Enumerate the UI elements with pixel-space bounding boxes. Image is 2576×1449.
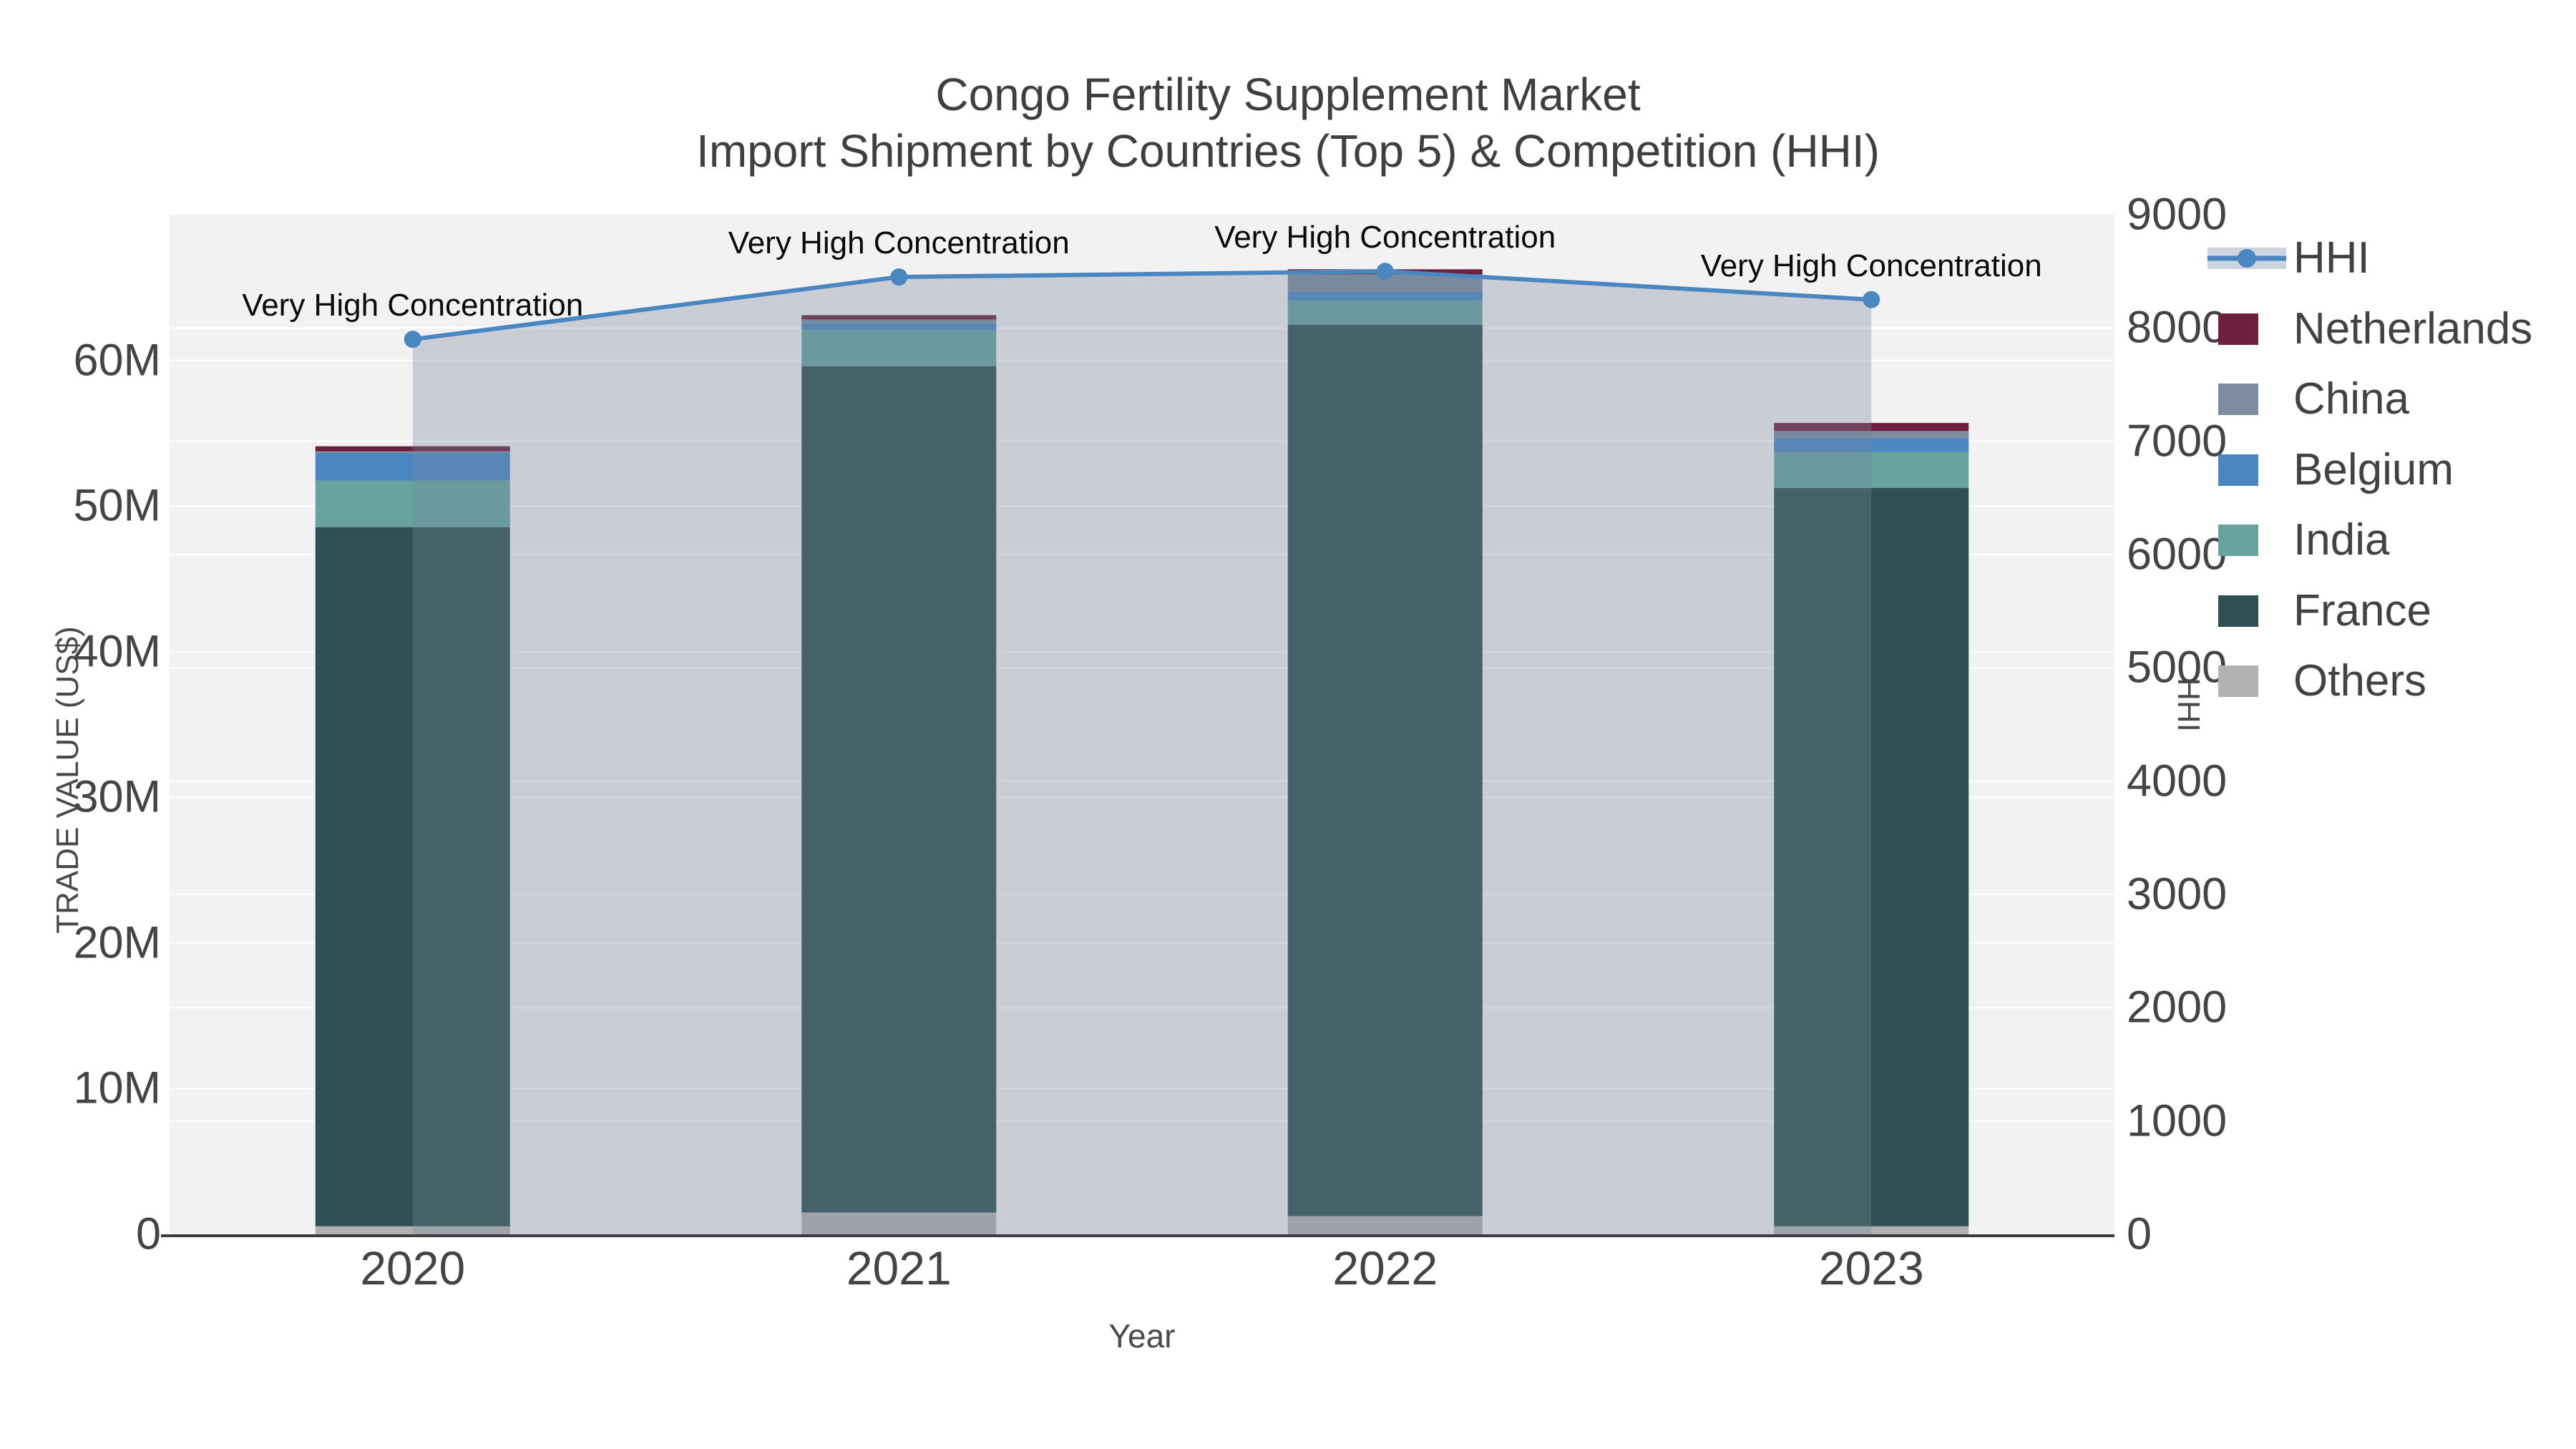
x-axis-title: Year bbox=[1108, 1317, 1176, 1355]
bar-segment-others-2022[interactable] bbox=[1287, 1216, 1483, 1234]
bar-segment-belgium-2023[interactable] bbox=[1774, 438, 1969, 452]
hhi-marker-2023[interactable] bbox=[1863, 291, 1880, 308]
annotation-label: Very High Concentration bbox=[728, 225, 1070, 261]
legend-item-belgium[interactable]: Belgium bbox=[2207, 435, 2454, 505]
bar-segment-france-2021[interactable] bbox=[801, 366, 997, 1213]
y-left-tick-label: 40M bbox=[73, 626, 161, 677]
legend-swatch-icon bbox=[2207, 646, 2293, 716]
bar-segment-others-2020[interactable] bbox=[315, 1226, 510, 1234]
legend-item-india[interactable]: India bbox=[2207, 505, 2389, 575]
color-swatch-icon bbox=[2218, 454, 2258, 486]
hhi-marker-2021[interactable] bbox=[890, 268, 908, 286]
legend-item-netherlands[interactable]: Netherlands bbox=[2207, 294, 2532, 364]
y-left-tick-label: 10M bbox=[73, 1063, 161, 1113]
annotation-label: Very High Concentration bbox=[1700, 248, 2042, 283]
hhi-line bbox=[412, 269, 1872, 342]
legend-label: France bbox=[2293, 585, 2431, 635]
bar-segment-india-2021[interactable] bbox=[801, 329, 997, 366]
color-swatch-icon bbox=[2218, 384, 2258, 415]
y-right-tick-label: 1000 bbox=[2127, 1096, 2228, 1146]
y-right-tick-label: 6000 bbox=[2127, 529, 2228, 580]
y-right-tick-label: 7000 bbox=[2127, 416, 2228, 467]
y-left-tick-label: 60M bbox=[73, 335, 161, 386]
hhi-area-fill bbox=[412, 271, 1872, 1235]
y-right-tick-label: 5000 bbox=[2127, 642, 2228, 693]
bar-segment-belgium-2021[interactable] bbox=[801, 323, 997, 330]
y-left-tick-label: 50M bbox=[73, 480, 161, 531]
y-right-tick-label: 4000 bbox=[2127, 756, 2228, 806]
y-right-tick-label: 2000 bbox=[2127, 982, 2228, 1033]
x-tick-label: 2021 bbox=[846, 1241, 952, 1294]
legend-swatch-icon bbox=[2207, 364, 2293, 434]
y-right-tick-label: 3000 bbox=[2127, 869, 2228, 919]
bar-segment-china-2023[interactable] bbox=[1774, 431, 1969, 439]
hhi-marker-2022[interactable] bbox=[1376, 263, 1394, 280]
color-swatch-icon bbox=[2218, 665, 2258, 697]
legend-item-others[interactable]: Others bbox=[2207, 646, 2426, 716]
chart-title: Congo Fertility Supplement Market bbox=[935, 69, 1641, 120]
legend-swatch-icon bbox=[2207, 576, 2293, 646]
color-swatch-icon bbox=[2218, 595, 2258, 627]
x-tick-label: 2023 bbox=[1818, 1241, 1924, 1294]
bar-segment-india-2020[interactable] bbox=[315, 480, 510, 527]
legend-label: India bbox=[2293, 515, 2390, 565]
annotation-label: Very High Concentration bbox=[1214, 220, 1556, 255]
annotation-label: Very High Concentration bbox=[242, 288, 584, 323]
y-left-tick-label: 0 bbox=[135, 1209, 161, 1259]
bar-segment-netherlands-2021[interactable] bbox=[801, 315, 997, 320]
bar-segment-france-2023[interactable] bbox=[1774, 487, 1969, 1226]
legend-item-hhi[interactable]: HHI bbox=[2207, 223, 2370, 293]
y-right-tick-label: 9000 bbox=[2127, 189, 2228, 240]
y-right-tick-label: 0 bbox=[2127, 1209, 2152, 1259]
bar-segment-belgium-2020[interactable] bbox=[315, 452, 510, 481]
hhi-line-sample-icon bbox=[2207, 223, 2293, 293]
y-left-tick-label: 30M bbox=[73, 771, 161, 822]
y-left-tick-label: 20M bbox=[73, 917, 161, 968]
bar-segment-france-2022[interactable] bbox=[1287, 324, 1483, 1216]
legend-label: Belgium bbox=[2293, 444, 2454, 494]
legend-swatch-icon bbox=[2207, 435, 2293, 505]
chart-subtitle: Import Shipment by Countries (Top 5) & C… bbox=[696, 125, 1880, 177]
x-tick-label: 2020 bbox=[360, 1241, 466, 1294]
legend-item-france[interactable]: France bbox=[2207, 576, 2431, 646]
legend-label: China bbox=[2293, 374, 2409, 424]
color-swatch-icon bbox=[2218, 313, 2258, 345]
bar-segment-others-2021[interactable] bbox=[801, 1212, 997, 1234]
y-right-tick-label: 8000 bbox=[2127, 302, 2228, 353]
legend-swatch-icon bbox=[2207, 294, 2293, 364]
bar-segment-india-2023[interactable] bbox=[1774, 452, 1969, 488]
x-tick-label: 2022 bbox=[1332, 1241, 1438, 1294]
bar-segment-china-2021[interactable] bbox=[801, 319, 997, 323]
legend-label: Netherlands bbox=[2293, 303, 2533, 353]
legend-item-china[interactable]: China bbox=[2207, 364, 2409, 434]
hhi-marker-2020[interactable] bbox=[404, 331, 421, 348]
bar-segment-belgium-2022[interactable] bbox=[1287, 291, 1483, 301]
bar-segment-france-2020[interactable] bbox=[315, 527, 510, 1226]
color-swatch-icon bbox=[2218, 525, 2258, 556]
legend-swatch-icon bbox=[2207, 505, 2293, 575]
legend-label: Others bbox=[2293, 656, 2427, 706]
hhi-marker-icon bbox=[2238, 249, 2256, 268]
bar-segment-others-2023[interactable] bbox=[1774, 1226, 1969, 1234]
bar-segment-netherlands-2020[interactable] bbox=[315, 446, 510, 452]
bar-segment-india-2022[interactable] bbox=[1287, 301, 1483, 325]
legend-label: HHI bbox=[2293, 233, 2370, 283]
bar-segment-netherlands-2023[interactable] bbox=[1774, 423, 1969, 431]
bar-segment-china-2020[interactable] bbox=[315, 451, 510, 453]
